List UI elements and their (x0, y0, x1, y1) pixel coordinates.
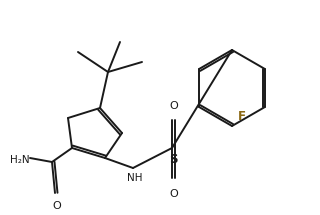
Text: O: O (170, 101, 178, 111)
Text: O: O (52, 201, 61, 211)
Text: H₂N: H₂N (10, 155, 30, 165)
Text: NH: NH (127, 173, 143, 183)
Text: S: S (169, 153, 177, 166)
Text: O: O (170, 189, 178, 199)
Text: F: F (238, 110, 246, 123)
